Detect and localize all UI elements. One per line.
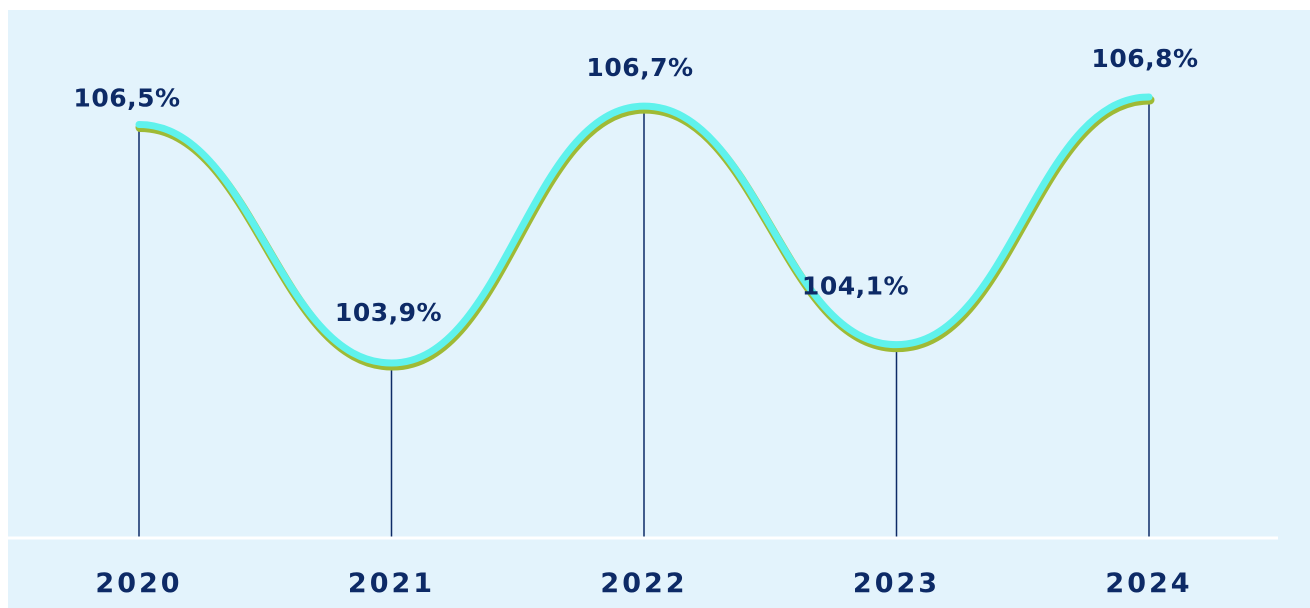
value-label-2022: 106,7% (586, 53, 693, 82)
value-labels-group: 106,5% 103,9% 106,7% 104,1% 106,8% (73, 44, 1198, 327)
series-line (135, 93, 1153, 367)
chart-background (8, 10, 1310, 608)
value-label-2024: 106,8% (1091, 44, 1198, 73)
value-label-2020: 106,5% (73, 84, 180, 113)
x-tick-label-2024: 2024 (1105, 568, 1192, 599)
category-labels-group: 2020 2021 2022 2023 2024 (95, 568, 1192, 599)
x-tick-label-2020: 2020 (95, 568, 182, 599)
value-label-2023: 104,1% (802, 272, 909, 301)
x-tick-label-2023: 2023 (853, 568, 940, 599)
x-tick-label-2022: 2022 (600, 568, 687, 599)
value-label-2021: 103,9% (335, 298, 442, 327)
drop-lines-group (138, 97, 1150, 538)
x-tick-label-2021: 2021 (348, 568, 435, 599)
